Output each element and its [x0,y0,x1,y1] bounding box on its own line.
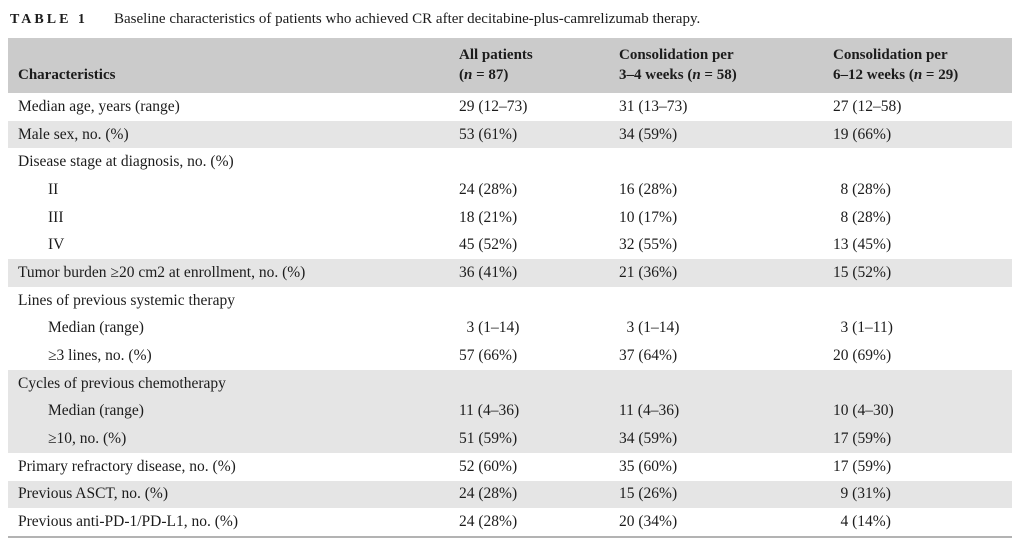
table-row: IV 45 (52%) 32 (55%) 13 (45%) [8,231,1012,259]
table-title-text: Baseline characteristics of patients who… [113,11,701,27]
cell-consolidation-3-4: 16 (28%) [619,180,678,198]
table-row: ≥10, no. (%) 51 (59%) 34 (59%) 17 (59%) [8,425,1012,453]
row-label: Primary refractory disease, no. (%) [18,457,236,475]
row-label: Median age, years (range) [18,97,180,115]
cell-consolidation-6-12: 20 (69%) [833,347,892,365]
header-row: Characteristics All patients (n = 87) Co… [8,38,1012,93]
cell-consolidation-6-12: 3 (1–11) [840,319,893,337]
cell-all-patients: 18 (21%) [459,208,518,226]
cell-consolidation-3-4: 20 (34%) [619,513,678,531]
cell-consolidation-6-12: 17 (59%) [823,425,1012,453]
table-row: Median (range) 3 (1–14) 3 (1–14) 3 (1–11… [8,315,1012,343]
cell-consolidation-3-4: 32 (55%) [619,236,678,254]
row-label: Disease stage at diagnosis, no. (%) [18,153,234,171]
col-header-consolidation-6-12: Consolidation per 6–12 weeks (n = 29) [823,38,1012,93]
cell-all-patients [449,369,609,398]
cell-all-patients: 11 (4–36) [449,397,609,426]
cell-consolidation-6-12: 8 (28%) [840,180,891,198]
cell-consolidation-3-4 [609,148,823,176]
cell-all-patients [449,148,609,176]
cell-consolidation-6-12: 27 (12–58) [833,97,902,115]
row-label: ≥10, no. (%) [8,425,449,453]
cell-consolidation-3-4 [609,287,823,315]
table-row: II 24 (28%) 16 (28%) 8 (28%) [8,176,1012,204]
cell-consolidation-6-12: 19 (66%) [823,120,1012,149]
cell-consolidation-6-12: 10 (4–30) [823,397,1012,426]
cell-all-patients: 24 (28%) [459,513,518,531]
row-label: Previous anti-PD-1/PD-L1, no. (%) [18,513,238,531]
header-line2: 6–12 weeks (n = 29) [833,67,959,83]
cell-consolidation-3-4: 10 (17%) [619,208,678,226]
col-header-consolidation-3-4: Consolidation per 3–4 weeks (n = 58) [609,38,823,93]
cell-all-patients: 57 (66%) [459,347,518,365]
cell-consolidation-6-12 [823,148,1012,176]
cell-consolidation-3-4: 37 (64%) [619,347,678,365]
col-header-characteristics: Characteristics [8,38,449,93]
table-row: Previous anti-PD-1/PD-L1, no. (%) 24 (28… [8,508,1012,537]
cell-all-patients [449,287,609,315]
table-row: Median age, years (range) 29 (12–73) 31 … [8,93,1012,121]
cell-consolidation-3-4: 21 (36%) [609,259,823,287]
table-row: Median (range) 11 (4–36) 11 (4–36) 10 (4… [8,397,1012,426]
row-label: Median (range) [8,397,449,426]
table-row: ≥3 lines, no. (%) 57 (66%) 37 (64%) 20 (… [8,342,1012,370]
row-label: IV [48,236,65,254]
header-line2: (n = 87) [459,67,509,83]
table-row: III 18 (21%) 10 (17%) 8 (28%) [8,204,1012,232]
cell-consolidation-6-12: 13 (45%) [833,236,892,254]
table-caption: TABLE 1 Baseline characteristics of patie… [10,10,1012,29]
table-number-label: TABLE 1 [10,12,88,27]
header-line1: Consolidation per [619,47,734,63]
cell-consolidation-3-4: 34 (59%) [609,425,823,453]
cell-consolidation-6-12 [823,287,1012,315]
cell-all-patients: 51 (59%) [449,425,609,453]
cell-all-patients: 53 (61%) [449,120,609,149]
row-label: Lines of previous systemic therapy [18,291,235,309]
cell-consolidation-6-12: 4 (14%) [840,513,891,531]
cell-consolidation-3-4: 35 (60%) [619,457,678,475]
table-row: Tumor burden ≥20 cm2 at enrollment, no. … [8,259,1012,287]
cell-consolidation-3-4 [609,369,823,398]
col-header-all-patients: All patients (n = 87) [449,38,609,93]
cell-all-patients: 45 (52%) [459,236,518,254]
cell-consolidation-6-12: 8 (28%) [840,208,891,226]
cell-all-patients: 52 (60%) [459,457,518,475]
row-label: Tumor burden ≥20 cm2 at enrollment, no. … [8,259,449,287]
cell-consolidation-3-4: 34 (59%) [609,120,823,149]
table-row: Lines of previous systemic therapy [8,287,1012,315]
cell-all-patients: 24 (28%) [449,480,609,509]
cell-consolidation-3-4: 3 (1–14) [626,319,680,337]
table-header: Characteristics All patients (n = 87) Co… [8,38,1012,93]
cell-consolidation-6-12: 9 (31%) [823,480,1012,509]
table-row: Previous ASCT, no. (%) 24 (28%) 15 (26%)… [8,480,1012,509]
row-label: ≥3 lines, no. (%) [48,347,152,365]
row-label: II [48,180,59,198]
row-label: Cycles of previous chemotherapy [8,369,449,398]
row-label: Previous ASCT, no. (%) [8,480,449,509]
row-label: III [48,208,64,226]
cell-consolidation-6-12: 15 (52%) [823,259,1012,287]
row-label: Median (range) [48,319,144,337]
row-label: Male sex, no. (%) [8,120,449,149]
header-label: Characteristics [18,67,116,83]
cell-consolidation-3-4: 31 (13–73) [619,97,688,115]
cell-consolidation-3-4: 15 (26%) [609,480,823,509]
cell-consolidation-6-12 [823,369,1012,398]
data-table: Characteristics All patients (n = 87) Co… [8,38,1012,538]
header-line1: All patients [459,47,533,63]
header-line1: Consolidation per [833,47,948,63]
table-row: Primary refractory disease, no. (%) 52 (… [8,453,1012,481]
table-row: Male sex, no. (%) 53 (61%) 34 (59%) 19 (… [8,120,1012,149]
cell-consolidation-6-12: 17 (59%) [833,457,892,475]
table-row: Disease stage at diagnosis, no. (%) [8,148,1012,176]
cell-all-patients: 3 (1–14) [466,319,520,337]
cell-all-patients: 36 (41%) [449,259,609,287]
table-row: Cycles of previous chemotherapy [8,369,1012,398]
header-line2: 3–4 weeks (n = 58) [619,67,737,83]
cell-all-patients: 29 (12–73) [459,97,528,115]
cell-all-patients: 24 (28%) [459,180,518,198]
table-body: Median age, years (range) 29 (12–73) 31 … [8,93,1012,537]
cell-consolidation-3-4: 11 (4–36) [609,397,823,426]
